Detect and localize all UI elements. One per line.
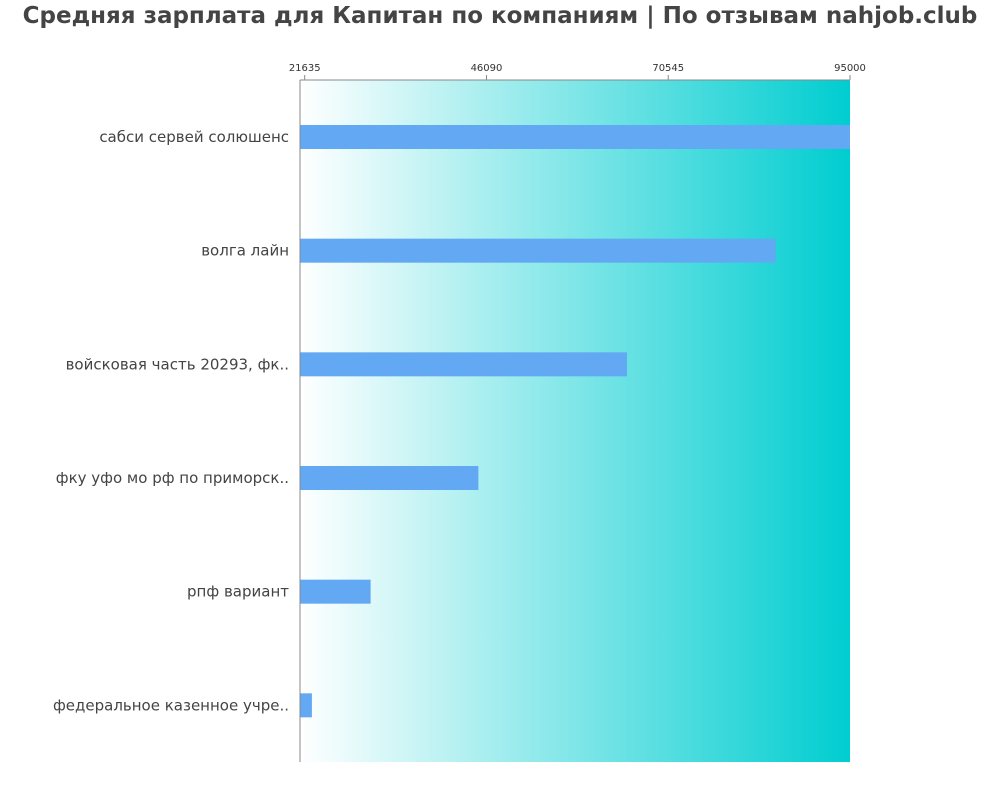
bar [300, 238, 776, 263]
category-label: волга лайн [201, 242, 289, 260]
x-tick-label: 46090 [471, 63, 503, 74]
bar [300, 125, 850, 149]
bar [300, 579, 371, 604]
bar [300, 466, 479, 490]
plot-background [300, 80, 850, 762]
x-tick-label: 21635 [289, 63, 321, 74]
category-label: сабси сервей солюшенс [99, 128, 289, 146]
x-tick-label: 70545 [652, 63, 684, 74]
x-tick-label: 95000 [834, 63, 866, 74]
category-label: рпф вариант [187, 583, 289, 601]
bar [300, 352, 628, 377]
category-label: войсковая часть 20293, фк.. [66, 355, 289, 373]
category-label: федеральное казенное учре.. [53, 696, 289, 714]
category-label: фку уфо мо рф по приморск.. [56, 469, 289, 487]
bar [300, 693, 312, 718]
chart-title: Средняя зарплата для Капитан по компания… [22, 3, 978, 29]
